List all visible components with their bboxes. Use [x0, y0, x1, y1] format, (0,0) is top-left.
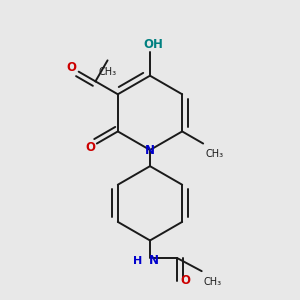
Text: H: H: [133, 256, 142, 266]
Text: O: O: [86, 141, 96, 154]
Text: CH₃: CH₃: [203, 277, 221, 287]
Text: CH₃: CH₃: [98, 67, 117, 77]
Text: N: N: [148, 254, 158, 267]
Text: O: O: [181, 274, 190, 287]
Text: O: O: [67, 61, 77, 74]
Text: OH: OH: [143, 38, 163, 51]
Text: N: N: [145, 143, 155, 157]
Text: CH₃: CH₃: [206, 149, 224, 159]
